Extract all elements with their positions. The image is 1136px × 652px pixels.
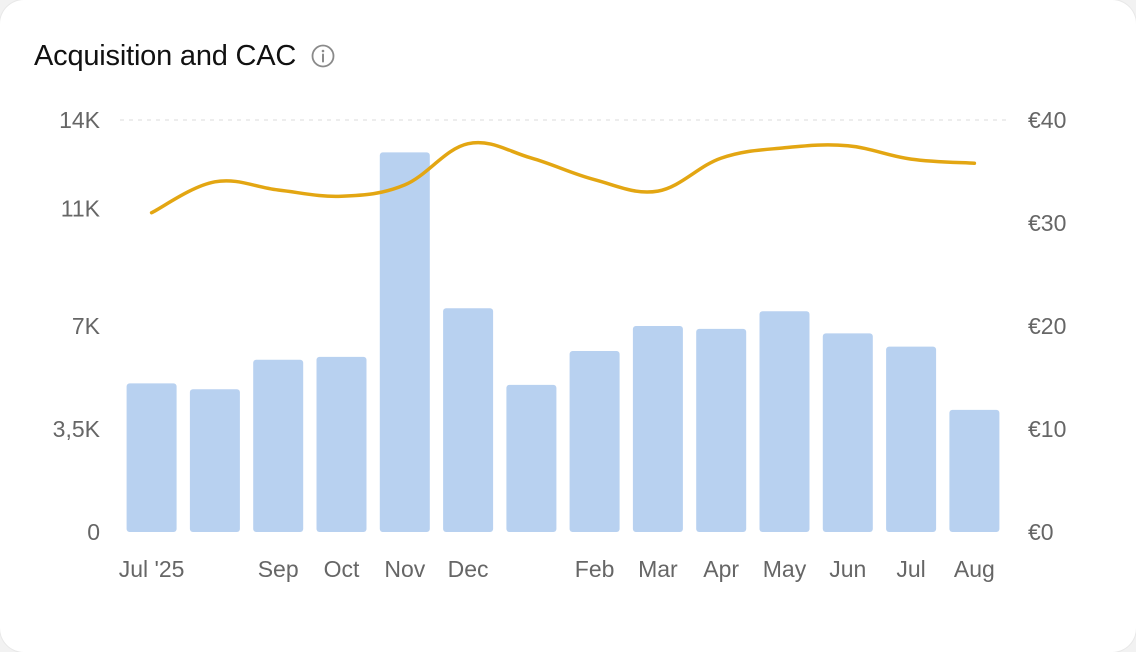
x-tick-label: Mar: [638, 556, 678, 582]
bar-8[interactable]: [632, 326, 683, 532]
title-row: Acquisition and CAC: [34, 36, 336, 76]
right-tick-label: €40: [1028, 107, 1066, 133]
x-tick-label: Feb: [575, 556, 615, 582]
bar-10[interactable]: [759, 311, 810, 532]
right-axis-ticks: €0 €10 €20 €30 €40: [1028, 107, 1066, 545]
bar-5[interactable]: [443, 308, 494, 532]
cac-line-series: [149, 140, 977, 215]
cac-line[interactable]: [149, 140, 977, 215]
left-tick-label: 0: [87, 519, 100, 545]
bar-6[interactable]: [506, 384, 557, 532]
x-tick-label: Apr: [703, 556, 739, 582]
left-axis-ticks: 0 3,5K 7K 11K 14K: [53, 107, 101, 545]
x-tick-label: Dec: [448, 556, 489, 582]
x-tick-label: Oct: [324, 556, 360, 582]
chart-title: Acquisition and CAC: [34, 39, 297, 72]
bar-2[interactable]: [253, 359, 304, 532]
bar-11[interactable]: [822, 333, 873, 532]
info-icon[interactable]: [310, 43, 336, 69]
right-tick-label: €20: [1028, 313, 1066, 339]
x-axis-ticks: Jul '25 Sep Oct Nov Dec Feb Mar Apr May Jun Jul Aug: [119, 556, 995, 582]
bar-1[interactable]: [189, 389, 240, 532]
bar-12[interactable]: [886, 346, 937, 532]
bar-7[interactable]: [569, 351, 620, 532]
x-tick-label: Sep: [258, 556, 299, 582]
bar-series: [126, 152, 1000, 532]
right-tick-label: €10: [1028, 416, 1066, 442]
x-tick-label: Jul '25: [119, 556, 185, 582]
x-tick-label: Jun: [829, 556, 866, 582]
bar-0[interactable]: [126, 383, 177, 532]
bar-3[interactable]: [316, 356, 367, 532]
x-tick-label: Aug: [954, 556, 995, 582]
x-tick-label: Jul: [896, 556, 925, 582]
left-tick-label: 3,5K: [53, 416, 101, 442]
right-tick-label: €30: [1028, 210, 1066, 236]
bar-13[interactable]: [949, 409, 1000, 532]
left-tick-label: 7K: [72, 313, 101, 339]
left-tick-label: 11K: [61, 195, 101, 221]
x-tick-label: May: [763, 556, 807, 582]
bar-9[interactable]: [696, 328, 747, 532]
x-tick-label: Nov: [384, 556, 425, 582]
right-tick-label: €0: [1028, 519, 1054, 545]
left-tick-label: 14K: [59, 107, 101, 133]
bar-4[interactable]: [379, 152, 430, 532]
